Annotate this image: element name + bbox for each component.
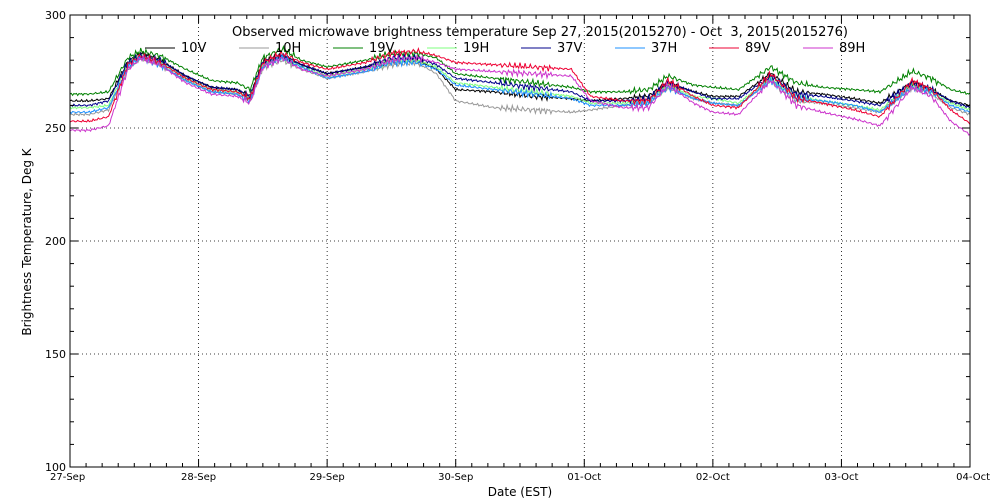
x-tick-label: 27-Sep [50, 472, 85, 483]
y-tick-label: 300 [45, 9, 66, 22]
series-line-37h [69, 54, 971, 115]
legend-label-19h: 19H [463, 41, 489, 56]
series-line-89h [69, 53, 971, 136]
legend-label-19v: 19V [369, 41, 395, 56]
legend-label-10v: 10V [181, 41, 207, 56]
series-layer [69, 44, 971, 136]
x-tick-label: 03-Oct [824, 472, 858, 483]
x-tick-label: 04-Oct [956, 472, 990, 483]
series-line-37v [69, 52, 971, 109]
chart-title: Observed microwave brightness temperatur… [232, 25, 848, 40]
y-tick-label: 250 [45, 122, 66, 135]
legend: 10V 10H 19V 19H 37V 37H 89V 89H [145, 41, 865, 56]
y-tick-label: 150 [45, 348, 66, 361]
x-tick-label: 28-Sep [181, 472, 216, 483]
grid-lines [70, 15, 970, 467]
legend-label-89h: 89H [839, 41, 865, 56]
legend-label-89v: 89V [745, 41, 771, 56]
x-tick-label: 01-Oct [567, 472, 601, 483]
series-line-89v [69, 47, 971, 125]
y-axis-label: Brightness Temperature, Deg K [20, 147, 34, 335]
x-tick-label: 29-Sep [310, 472, 345, 483]
legend-label-37v: 37V [557, 41, 583, 56]
y-tick-label: 100 [45, 461, 66, 474]
legend-label-37h: 37H [651, 41, 677, 56]
axis-ticks: 100 150 200 250 300 27-Sep 28-Sep 29-Sep 30-Sep 0… [45, 9, 990, 483]
x-tick-label: 02-Oct [696, 472, 730, 483]
x-tick-label: 30-Sep [438, 472, 473, 483]
legend-label-10h: 10H [275, 41, 301, 56]
series-line-19v [69, 44, 971, 97]
x-axis-label: Date (EST) [488, 485, 552, 499]
y-tick-label: 200 [45, 235, 66, 248]
